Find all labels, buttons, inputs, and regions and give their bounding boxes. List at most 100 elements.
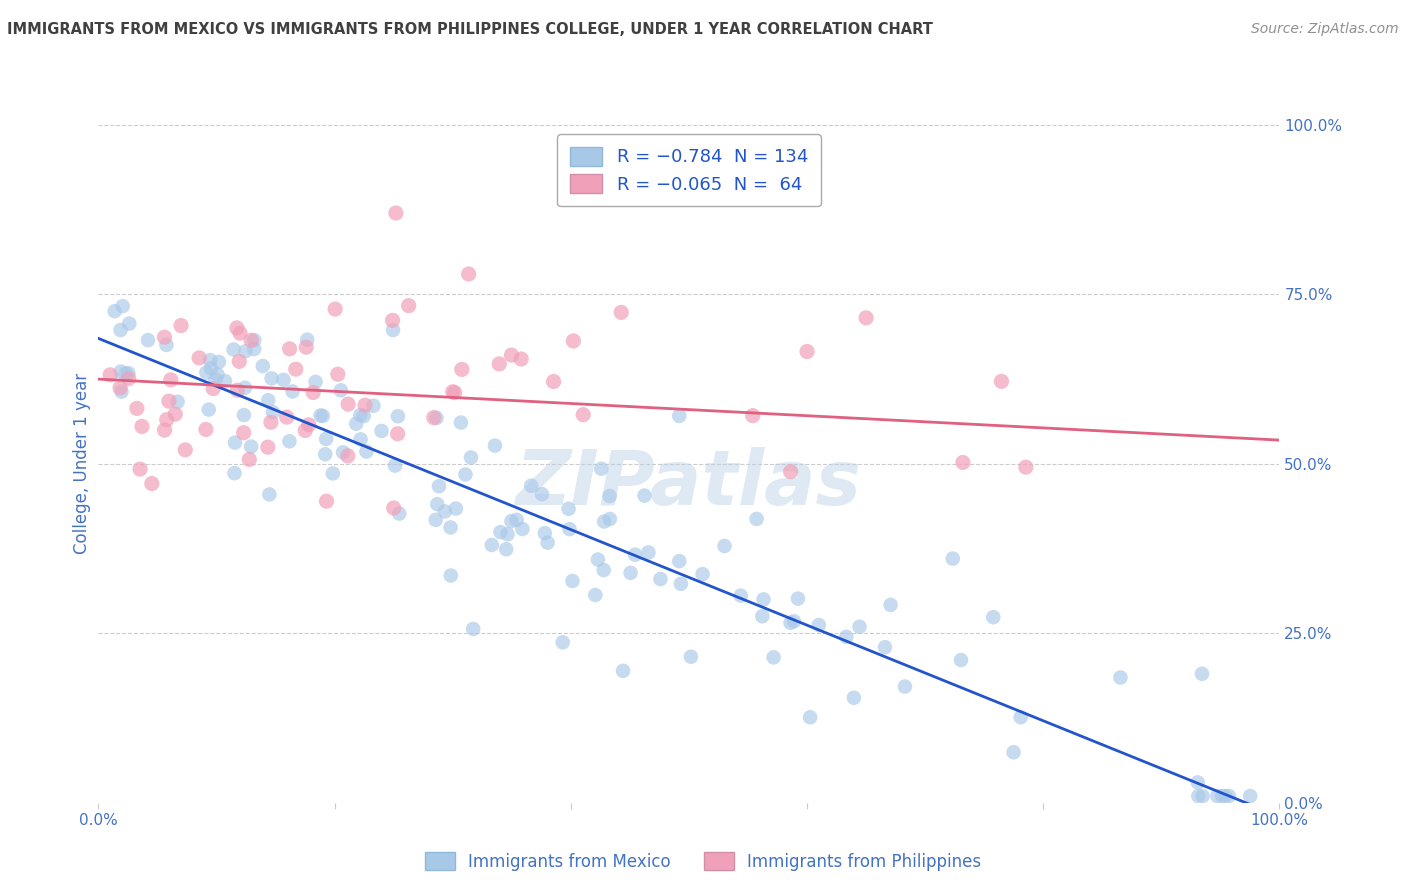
- Point: [1002, 745, 1025, 759]
- Point: [323, 302, 346, 317]
- Point: [484, 439, 506, 453]
- Point: [155, 338, 177, 352]
- Legend: R = −0.784  N = 134, R = −0.065  N =  64: R = −0.784 N = 134, R = −0.065 N = 64: [557, 134, 821, 206]
- Point: [108, 381, 131, 395]
- Point: [512, 522, 534, 536]
- Point: [385, 206, 408, 220]
- Point: [114, 367, 136, 381]
- Point: [450, 416, 472, 430]
- Point: [117, 366, 139, 380]
- Point: [111, 299, 134, 313]
- Point: [551, 635, 574, 649]
- Point: [281, 384, 304, 399]
- Point: [329, 384, 352, 398]
- Point: [586, 552, 609, 566]
- Point: [952, 455, 974, 469]
- Point: [783, 615, 806, 629]
- Point: [295, 340, 318, 354]
- Point: [855, 310, 877, 325]
- Point: [495, 542, 517, 557]
- Point: [692, 567, 714, 582]
- Point: [309, 409, 332, 423]
- Point: [322, 467, 344, 481]
- Point: [125, 401, 148, 416]
- Point: [295, 333, 318, 347]
- Point: [599, 512, 621, 526]
- Point: [110, 365, 132, 379]
- Point: [633, 489, 655, 503]
- Point: [174, 442, 197, 457]
- Point: [520, 479, 543, 493]
- Point: [232, 408, 254, 422]
- Point: [440, 568, 463, 582]
- Point: [302, 385, 325, 400]
- Point: [141, 476, 163, 491]
- Point: [873, 640, 896, 655]
- Point: [1109, 671, 1132, 685]
- Point: [387, 426, 409, 441]
- Point: [501, 348, 523, 362]
- Point: [257, 393, 280, 408]
- Point: [425, 513, 447, 527]
- Point: [224, 435, 246, 450]
- Point: [454, 467, 477, 482]
- Point: [232, 425, 254, 440]
- Point: [796, 344, 818, 359]
- Point: [243, 333, 266, 347]
- Point: [599, 489, 621, 503]
- Point: [278, 434, 301, 449]
- Point: [489, 525, 512, 540]
- Point: [990, 375, 1012, 389]
- Point: [200, 361, 222, 376]
- Point: [294, 424, 316, 438]
- Point: [510, 351, 533, 366]
- Point: [382, 501, 405, 516]
- Point: [1218, 789, 1240, 803]
- Point: [650, 572, 672, 586]
- Point: [762, 650, 785, 665]
- Point: [363, 399, 385, 413]
- Point: [240, 334, 263, 348]
- Point: [433, 504, 456, 518]
- Point: [848, 620, 870, 634]
- Point: [488, 357, 510, 371]
- Point: [981, 610, 1004, 624]
- Point: [382, 323, 405, 337]
- Point: [262, 405, 284, 419]
- Point: [668, 554, 690, 568]
- Point: [441, 384, 464, 399]
- Point: [612, 664, 634, 678]
- Point: [337, 397, 360, 411]
- Point: [98, 368, 121, 382]
- Point: [1211, 789, 1233, 803]
- Point: [530, 487, 553, 501]
- Point: [243, 342, 266, 356]
- Point: [536, 535, 558, 549]
- Text: IMMIGRANTS FROM MEXICO VS IMMIGRANTS FROM PHILIPPINES COLLEGE, UNDER 1 YEAR CORR: IMMIGRANTS FROM MEXICO VS IMMIGRANTS FRO…: [7, 22, 934, 37]
- Point: [713, 539, 735, 553]
- Point: [799, 710, 821, 724]
- Point: [583, 588, 606, 602]
- Point: [198, 353, 221, 368]
- Point: [1187, 789, 1209, 803]
- Point: [1213, 789, 1236, 803]
- Point: [593, 515, 616, 529]
- Point: [229, 326, 252, 340]
- Point: [222, 343, 245, 357]
- Point: [228, 354, 250, 368]
- Point: [669, 577, 692, 591]
- Point: [425, 411, 447, 425]
- Point: [284, 362, 307, 376]
- Point: [1239, 789, 1261, 803]
- Point: [165, 407, 187, 421]
- Point: [157, 394, 180, 409]
- Y-axis label: College, Under 1 year: College, Under 1 year: [73, 373, 91, 555]
- Point: [314, 447, 336, 461]
- Point: [543, 375, 565, 389]
- Point: [384, 458, 406, 473]
- Point: [942, 551, 965, 566]
- Point: [110, 384, 132, 399]
- Legend: Immigrants from Mexico, Immigrants from Philippines: Immigrants from Mexico, Immigrants from …: [416, 844, 990, 880]
- Point: [226, 383, 249, 397]
- Point: [298, 417, 321, 432]
